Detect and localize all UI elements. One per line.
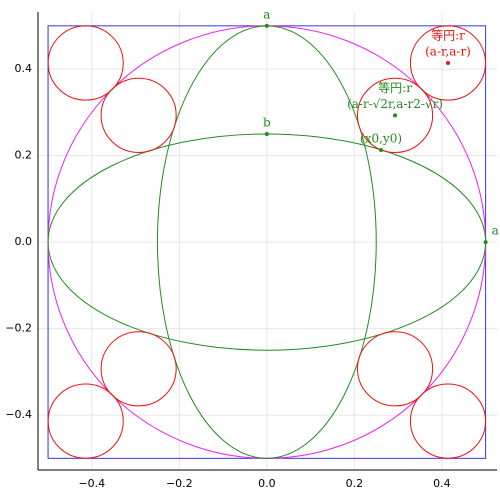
y-tick-label: 0.2: [15, 149, 33, 162]
x-tick-label: 0.0: [258, 477, 276, 490]
point-label: a: [492, 224, 499, 238]
point-label: (a-r,a-r): [425, 45, 471, 59]
equal-circle: [100, 331, 177, 407]
point: [483, 240, 488, 245]
point: [445, 61, 450, 66]
equal-circle: [47, 25, 124, 101]
equal-circle: [409, 383, 487, 459]
equal-circle: [100, 77, 177, 153]
point-label: 等円:r: [378, 81, 412, 95]
point-label: (a-r-√2r,a-r2-√r): [347, 97, 443, 111]
x-tick-label: −0.4: [78, 477, 105, 490]
equal-circle: [357, 331, 434, 407]
point-label: 等円:r: [431, 29, 465, 43]
x-tick-label: −0.2: [166, 477, 193, 490]
point-label: a: [263, 7, 270, 21]
point: [379, 147, 384, 152]
equal-circle: [409, 25, 487, 101]
x-tick-label: 0.4: [433, 477, 451, 490]
point: [264, 23, 269, 28]
y-tick-label: 0.0: [15, 235, 33, 248]
equal-circle: [47, 383, 124, 459]
y-tick-label: 0.4: [15, 62, 33, 75]
equal-circle: [357, 77, 434, 153]
point: [393, 113, 398, 118]
point-label: (x0,y0): [360, 131, 402, 145]
x-tick-label: 0.2: [346, 477, 364, 490]
point: [264, 131, 269, 136]
y-tick-label: −0.4: [5, 408, 32, 421]
y-tick-label: −0.2: [5, 322, 32, 335]
point-label: b: [263, 115, 271, 129]
